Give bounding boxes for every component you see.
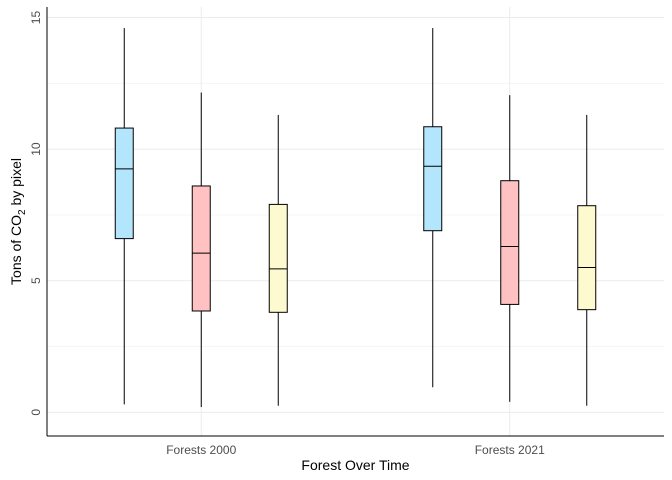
box-iqr bbox=[191, 185, 211, 312]
y-tick-label: 5 bbox=[29, 277, 43, 284]
box-2-1 bbox=[423, 28, 443, 388]
box-iqr bbox=[423, 126, 443, 232]
x-axis-title: Forest Over Time bbox=[301, 457, 409, 473]
box-1-2 bbox=[191, 92, 211, 408]
box-iqr bbox=[268, 203, 288, 313]
box-iqr bbox=[114, 127, 134, 240]
box-2-2 bbox=[500, 95, 520, 402]
x-tick-label: Forests 2000 bbox=[166, 443, 236, 457]
y-axis-title-suffix: by pixel bbox=[8, 158, 24, 209]
x-tick-labels: Forests 2000 Forests 2021 bbox=[166, 443, 545, 457]
y-tick-label: 10 bbox=[29, 142, 43, 156]
box-2-3 bbox=[577, 114, 597, 406]
y-axis-title-subscript: 2 bbox=[17, 209, 28, 215]
box-1-3 bbox=[268, 114, 288, 406]
grid-lines bbox=[47, 7, 664, 436]
x-tick-label: Forests 2021 bbox=[475, 443, 545, 457]
box-1-1 bbox=[114, 28, 134, 405]
y-axis-title-prefix: Tons of CO bbox=[8, 215, 24, 285]
y-axis-title: Tons of CO2 by pixel bbox=[8, 158, 28, 285]
boxes bbox=[114, 28, 597, 408]
box-iqr bbox=[500, 180, 520, 305]
y-tick-label: 15 bbox=[29, 11, 43, 25]
y-tick-label: 0 bbox=[29, 409, 43, 416]
box-iqr bbox=[577, 205, 597, 311]
y-tick-labels: 0 5 10 15 bbox=[29, 11, 43, 416]
